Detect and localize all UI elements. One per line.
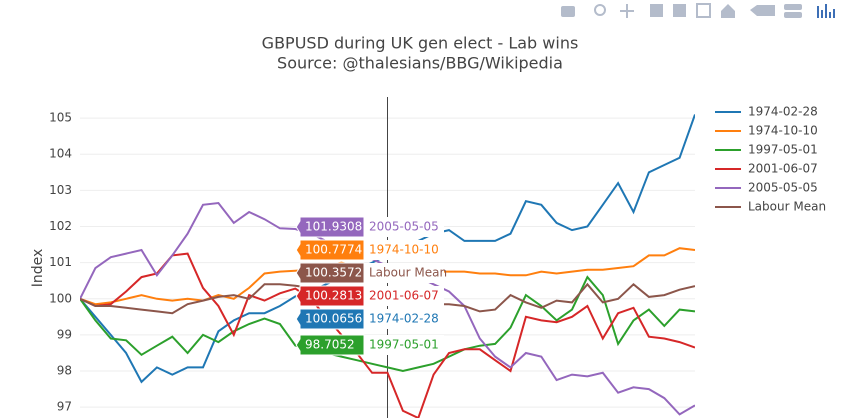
hover-name-box [364,263,444,283]
legend-label: 1974-02-28 [748,105,818,119]
hover-value: 100.3572 [305,266,362,280]
pan-icon[interactable] [620,4,634,18]
plotly-logo[interactable] [817,4,835,18]
plot-area [80,114,695,418]
hover-label: 100.2813 2001-06-07 [295,285,444,307]
hover-label: 101.9308 2005-05-05 [295,216,444,238]
hover-name-box [364,286,444,306]
legend-label: 2005-05-05 [748,181,818,195]
hover-name: 2005-05-05 [369,220,439,234]
hover-label: 100.3572 Labour Mean [295,262,447,284]
toolbar [561,3,835,18]
hover-name: 1997-05-01 [369,338,439,352]
y-tick-label: 97 [57,400,72,414]
hover-name-box [364,240,444,260]
hover-value: 98.7052 [305,338,355,352]
hover-name: 1974-10-10 [369,243,439,257]
y-tick-label: 103 [49,183,72,197]
zoom-out-icon[interactable] [673,4,686,17]
hover-label: 98.7052 1997-05-01 [295,334,444,356]
series-line [80,275,695,373]
y-tick-label: 101 [49,255,72,269]
hover-name: Labour Mean [369,266,447,280]
y-tick-label: 105 [49,111,72,125]
y-tick-label: 102 [49,219,72,233]
spike-icon[interactable] [750,5,775,16]
legend-label: 2001-06-07 [748,162,818,176]
legend-label: 1974-10-10 [748,124,818,138]
y-tick-label: 98 [57,364,72,378]
hover-value: 100.2813 [305,289,362,303]
hover-label: 100.7774 1974-10-10 [295,239,444,261]
hover-name-box [364,309,444,329]
zoom-icon[interactable] [594,4,606,16]
chart-subtitle: Source: @thalesians/BBG/Wikipedia [277,54,563,73]
hover-name-box [364,335,444,355]
hover-name: 2001-06-07 [369,289,439,303]
camera-icon[interactable] [561,6,575,17]
hover-label: 100.0656 1974-02-28 [295,308,444,330]
zoom-in-icon[interactable] [650,4,663,17]
series-line [80,252,695,418]
autoscale-icon[interactable] [696,3,711,18]
legend-label: Labour Mean [748,200,826,214]
hover-closest-icon[interactable] [784,4,802,10]
hover-value: 100.0656 [305,312,362,326]
hover-name-box [364,217,444,237]
hover-value: 100.7774 [305,243,362,257]
hover-value: 101.9308 [305,220,362,234]
reset-icon[interactable] [721,4,735,18]
hover-compare-icon[interactable] [784,12,802,18]
y-tick-label: 100 [49,291,72,305]
y-axis-label: Index [30,249,46,288]
chart-title: GBPUSD during UK gen elect - Lab wins [262,34,579,53]
y-tick-label: 99 [57,327,72,341]
hover-name: 1974-02-28 [369,312,439,326]
legend-label: 1997-05-01 [748,143,818,157]
y-tick-label: 104 [49,147,72,161]
